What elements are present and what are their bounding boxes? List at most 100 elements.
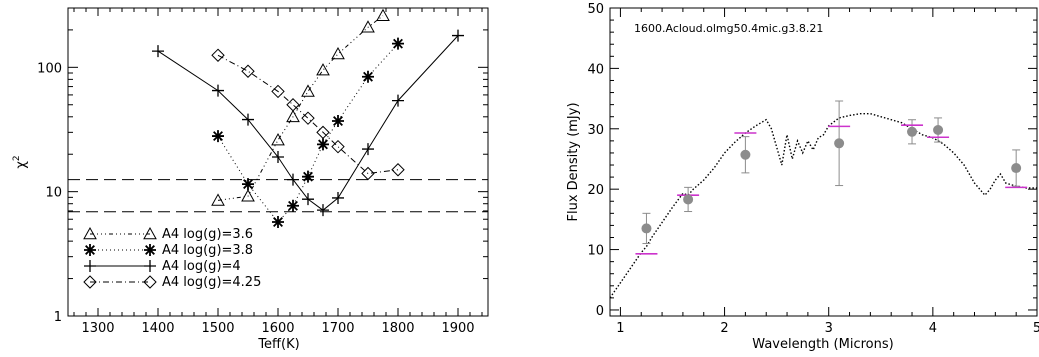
- plus-marker: [392, 94, 404, 107]
- plus-marker: [332, 191, 344, 204]
- diamond-marker: [143, 275, 157, 289]
- right-x-tick-label: 5: [1033, 321, 1039, 336]
- diamond-marker: [316, 125, 330, 140]
- observed-flux-point: [933, 124, 944, 135]
- svg-text:χ2: χ2: [12, 155, 29, 168]
- plus-marker: [452, 29, 464, 42]
- right-model-spectrum-layer: [609, 113, 1037, 299]
- right-plot-frame: [609, 7, 1038, 317]
- asterisk-marker: [212, 130, 224, 143]
- observed-flux-point: [641, 223, 652, 234]
- right-y-tick-label: 40: [587, 62, 604, 77]
- left-x-axis-label: Teff(K): [257, 337, 299, 352]
- diamond-marker: [331, 139, 345, 154]
- left-x-tick-label: 1500: [201, 321, 234, 336]
- observed-flux-point: [907, 126, 918, 137]
- right-x-tick-label: 4: [929, 321, 937, 336]
- triangle-marker: [361, 20, 375, 33]
- observed-flux-point: [740, 149, 751, 160]
- left-y-axis-label-group: χ2: [12, 155, 29, 168]
- triangle-marker: [271, 133, 285, 146]
- diamond-marker: [286, 98, 300, 112]
- triangle-marker: [301, 84, 315, 97]
- triangle-marker: [316, 63, 330, 76]
- diamond-marker: [391, 163, 405, 177]
- chi-square-panel: 1300 1400 1500 1600 1700 1800 1900 1 10 100 A4 lo…: [12, 7, 489, 352]
- triangle-marker: [143, 226, 157, 240]
- left-x-tick-label: 1600: [261, 321, 294, 336]
- diamond-marker: [83, 275, 97, 289]
- asterisk-marker: [84, 244, 96, 256]
- left-y-axis-label: χ: [14, 161, 29, 169]
- left-legend: A4 log(g)=3.6A4 log(g)=3.8A4 log(g)=4A4 …: [83, 226, 261, 290]
- legend-label: A4 log(g)=4: [162, 259, 241, 274]
- plus-marker: [287, 173, 299, 186]
- observed-flux-point: [683, 194, 694, 205]
- plus-marker: [317, 204, 329, 217]
- left-x-tick-label: 1800: [381, 321, 414, 336]
- model-spectrum-line: [609, 113, 1037, 299]
- series-line: [157, 35, 459, 211]
- plus-marker: [272, 151, 284, 164]
- plus-marker: [242, 113, 254, 126]
- left-x-tick-label: 1900: [441, 321, 474, 336]
- asterisk-marker: [392, 37, 404, 50]
- plus-marker: [144, 260, 156, 272]
- left-x-tick-label: 1300: [81, 321, 114, 336]
- plus-marker: [152, 45, 164, 58]
- asterisk-marker: [362, 70, 374, 83]
- observed-flux-point: [1011, 163, 1022, 174]
- plus-marker: [302, 193, 314, 206]
- observed-flux-point: [834, 138, 845, 149]
- right-x-axis-label: Wavelength (Microns): [752, 337, 893, 352]
- right-y-tick-label: 30: [587, 123, 604, 138]
- triangle-marker: [211, 193, 225, 206]
- asterisk-marker: [287, 199, 299, 212]
- triangle-marker: [83, 226, 97, 240]
- asterisk-marker: [332, 115, 344, 128]
- plus-marker: [212, 84, 224, 97]
- right-x-tick-label: 1: [616, 321, 624, 336]
- left-y-axis-superscript: 2: [12, 155, 22, 161]
- diamond-marker: [241, 64, 255, 78]
- asterisk-marker: [302, 170, 314, 183]
- right-model-annotation: 1600.Acloud.olmg50.4mic.g3.8.21: [634, 22, 823, 35]
- right-y-tick-label: 20: [587, 183, 604, 198]
- asterisk-marker: [317, 138, 329, 151]
- triangle-marker: [331, 46, 345, 60]
- right-y-axis-label: Flux Density (mJy): [566, 102, 581, 221]
- plus-marker: [362, 143, 374, 156]
- legend-label: A4 log(g)=3.6: [162, 227, 253, 242]
- series-line: [217, 15, 384, 201]
- asterisk-marker: [242, 178, 254, 191]
- plus-marker: [84, 260, 96, 272]
- asterisk-marker: [144, 244, 156, 256]
- right-points-layer: [635, 100, 1028, 255]
- series-line: [217, 54, 399, 175]
- left-y-tick-label: 1: [54, 310, 62, 325]
- right-x-tick-label: 3: [825, 321, 833, 336]
- diamond-marker: [361, 166, 375, 181]
- left-reference-lines: [68, 179, 488, 213]
- diamond-marker: [211, 48, 225, 62]
- diamond-marker: [271, 84, 285, 99]
- legend-label: A4 log(g)=3.8: [162, 243, 253, 258]
- triangle-marker: [286, 109, 300, 123]
- left-x-tick-label: 1700: [321, 321, 354, 336]
- right-y-tick-label: 10: [587, 244, 604, 259]
- left-y-tick-label: 100: [37, 61, 62, 76]
- right-y-tick-label: 50: [587, 2, 604, 17]
- right-x-tick-label: 2: [720, 321, 728, 336]
- left-y-tick-label: 10: [45, 186, 62, 201]
- asterisk-marker: [272, 216, 284, 229]
- legend-label: A4 log(g)=4.25: [162, 275, 261, 290]
- triangle-marker: [376, 8, 390, 22]
- left-axis-ticks: 1300 1400 1500 1600 1700 1800 1900 1 10 100: [37, 7, 488, 336]
- left-series-layer: [152, 8, 464, 229]
- series-line: [217, 43, 399, 223]
- left-x-tick-label: 1400: [141, 321, 174, 336]
- right-y-tick-label: 0: [596, 304, 604, 319]
